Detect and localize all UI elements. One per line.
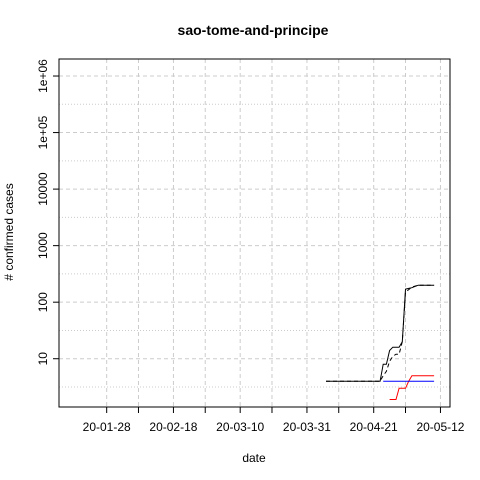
x-tick-label: 20-01-28 (83, 420, 131, 434)
plot-frame (58, 58, 451, 408)
x-tick-label: 20-03-10 (216, 420, 264, 434)
y-axis-label: # confirmed cases (2, 183, 16, 280)
gridlines (59, 59, 450, 407)
x-tick-label: 20-03-31 (283, 420, 331, 434)
x-axis: 20-01-28 20-02-18 20-03-10 20-03-31 20-04-21… (83, 407, 465, 434)
y-tick-label: 10 (36, 352, 50, 366)
y-axis: 10 100 1000 10000 1e+05 1e+06 (36, 59, 59, 366)
series-line-2 (326, 284, 435, 382)
chart-title: sao-tome-and-principe (178, 22, 329, 38)
y-tick-label: 10000 (36, 172, 50, 206)
x-tick-label: 20-05-12 (416, 420, 464, 434)
y-tick-label: 1e+06 (36, 59, 50, 93)
series-group (326, 284, 435, 400)
x-tick-label: 20-02-18 (149, 420, 197, 434)
y-tick-label: 1e+05 (36, 115, 50, 149)
x-axis-label: date (242, 451, 266, 465)
series-line-1 (326, 284, 435, 382)
x-tick-label: 20-04-21 (350, 420, 398, 434)
y-tick-label: 1000 (36, 232, 50, 259)
series-line-3 (389, 375, 435, 400)
y-tick-label: 100 (36, 292, 50, 312)
